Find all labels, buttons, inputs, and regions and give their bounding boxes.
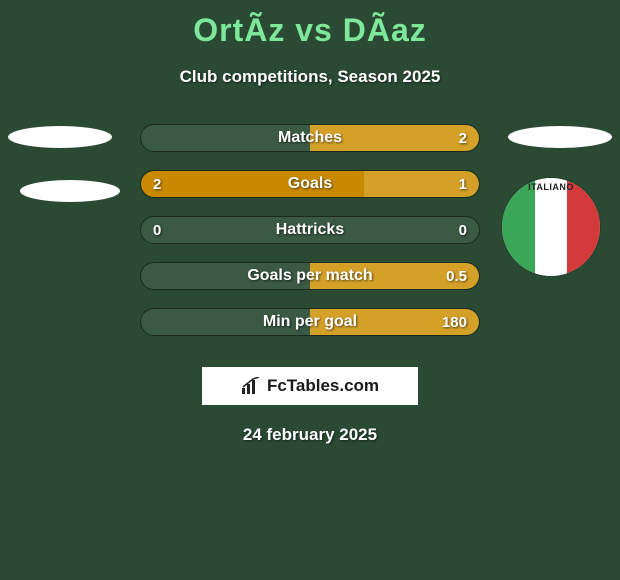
stat-label: Matches	[141, 129, 479, 147]
stat-bar: Min per goal180	[140, 308, 480, 336]
stat-value-right: 0	[459, 222, 467, 239]
page-title: OrtÃz vs DÃaz	[0, 0, 620, 49]
stat-label: Goals per match	[141, 267, 479, 285]
chart-icon	[241, 377, 261, 395]
stat-value-right: 180	[442, 314, 467, 331]
stat-label: Hattricks	[141, 221, 479, 239]
stat-value-right: 1	[459, 176, 467, 193]
stats-table: Matches22Goals10Hattricks0Goals per matc…	[0, 115, 620, 345]
subtitle: Club competitions, Season 2025	[0, 67, 620, 87]
stat-row: Min per goal180	[0, 299, 620, 345]
stat-label: Goals	[141, 175, 479, 193]
stat-row: Matches2	[0, 115, 620, 161]
logo-text: FcTables.com	[267, 376, 379, 396]
site-logo: FcTables.com	[202, 367, 418, 405]
stat-bar: Goals per match0.5	[140, 262, 480, 290]
date-label: 24 february 2025	[0, 425, 620, 445]
stat-value-right: 0.5	[446, 268, 467, 285]
stat-label: Min per goal	[141, 313, 479, 331]
stat-value-right: 2	[459, 130, 467, 147]
stat-bar: 2Goals1	[140, 170, 480, 198]
stat-bar: 0Hattricks0	[140, 216, 480, 244]
stat-row: 2Goals1	[0, 161, 620, 207]
stat-bar: Matches2	[140, 124, 480, 152]
stat-row: Goals per match0.5	[0, 253, 620, 299]
stat-row: 0Hattricks0	[0, 207, 620, 253]
